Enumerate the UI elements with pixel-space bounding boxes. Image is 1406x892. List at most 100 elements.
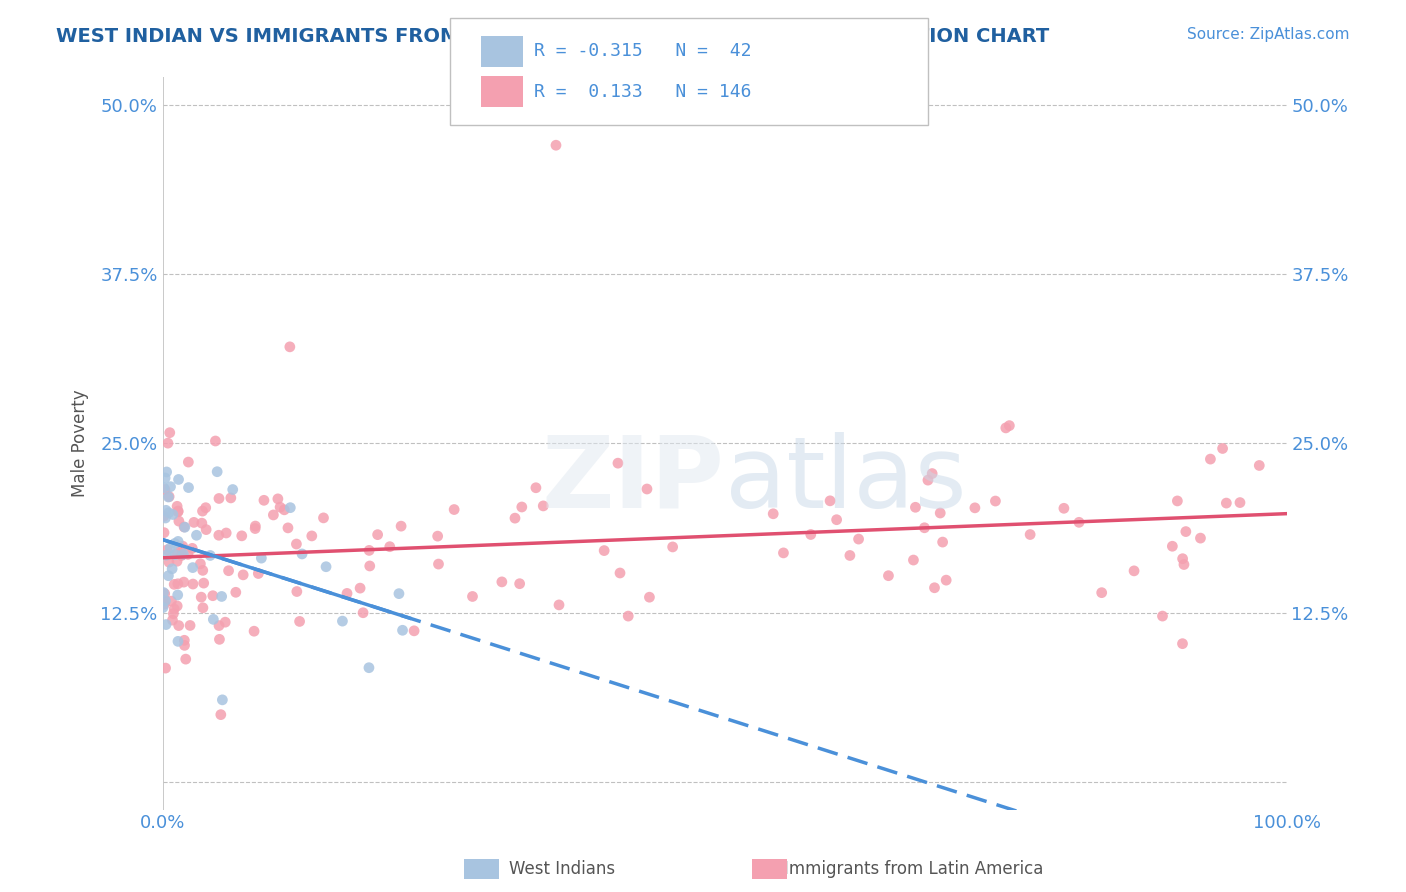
Point <box>177 481 200 495</box>
Point <box>247 566 270 581</box>
Point <box>162 613 184 627</box>
Point <box>1019 527 1042 541</box>
Point <box>157 506 180 520</box>
Point <box>167 634 190 648</box>
Point <box>155 617 177 632</box>
Point <box>931 535 953 549</box>
Text: Immigrants from Latin America: Immigrants from Latin America <box>785 860 1043 878</box>
Point <box>190 557 212 571</box>
Point <box>278 340 301 354</box>
Point <box>222 483 245 497</box>
Point <box>225 585 247 599</box>
Point <box>159 480 181 494</box>
Point <box>312 511 335 525</box>
Point <box>269 500 291 515</box>
Point <box>427 557 450 571</box>
Point <box>426 529 449 543</box>
Point <box>218 564 240 578</box>
Point <box>200 549 222 563</box>
Point <box>984 494 1007 508</box>
Point <box>211 693 233 707</box>
Point <box>277 521 299 535</box>
Point <box>201 589 224 603</box>
Point <box>157 568 180 582</box>
Point <box>157 555 180 569</box>
Text: WEST INDIAN VS IMMIGRANTS FROM LATIN AMERICA MALE POVERTY CORRELATION CHART: WEST INDIAN VS IMMIGRANTS FROM LATIN AME… <box>56 27 1049 45</box>
Point <box>173 520 195 534</box>
Point <box>159 541 181 555</box>
Point <box>273 503 295 517</box>
Point <box>177 547 200 561</box>
Point <box>156 542 179 557</box>
Point <box>191 563 214 577</box>
Point <box>155 548 177 562</box>
Point <box>443 502 465 516</box>
Point <box>193 576 215 591</box>
Point <box>205 465 228 479</box>
Point <box>491 574 513 589</box>
Text: R =  0.133   N = 146: R = 0.133 N = 146 <box>534 83 752 101</box>
Point <box>162 607 184 621</box>
Point <box>167 473 190 487</box>
Point <box>209 707 232 722</box>
Point <box>156 436 179 450</box>
Point <box>617 609 640 624</box>
Point <box>153 597 176 611</box>
Point <box>179 618 201 632</box>
Point <box>191 516 214 531</box>
Point <box>174 652 197 666</box>
Point <box>994 421 1017 435</box>
Point <box>181 560 204 574</box>
Point <box>1212 442 1234 456</box>
Point <box>243 522 266 536</box>
Point <box>848 532 870 546</box>
Point <box>208 528 231 542</box>
Point <box>157 490 180 504</box>
Point <box>231 529 253 543</box>
Point <box>250 551 273 566</box>
Point <box>593 543 616 558</box>
Point <box>173 633 195 648</box>
Point <box>166 554 188 568</box>
Point <box>359 543 381 558</box>
Point <box>152 481 174 495</box>
Point <box>917 473 939 487</box>
Point <box>245 519 267 533</box>
Point <box>167 618 190 632</box>
Point <box>214 615 236 629</box>
Point <box>288 615 311 629</box>
Point <box>153 525 176 540</box>
Point <box>389 519 412 533</box>
Point <box>963 500 986 515</box>
Point <box>825 513 848 527</box>
Point <box>167 514 190 528</box>
Point <box>503 511 526 525</box>
Point <box>349 581 371 595</box>
Point <box>818 493 841 508</box>
Point <box>191 504 214 518</box>
Point <box>378 540 401 554</box>
Point <box>152 585 174 599</box>
Point <box>166 588 188 602</box>
Point <box>166 547 188 561</box>
Point <box>157 490 180 504</box>
Point <box>838 549 860 563</box>
Point <box>1173 558 1195 572</box>
Point <box>202 612 225 626</box>
Point <box>404 624 426 638</box>
Point <box>332 614 354 628</box>
Point <box>183 516 205 530</box>
Point <box>166 599 188 613</box>
Point <box>208 632 231 647</box>
Point <box>173 520 195 534</box>
Point <box>278 500 301 515</box>
Point <box>315 559 337 574</box>
Point <box>935 573 957 587</box>
Point <box>1152 609 1174 624</box>
Point <box>772 546 794 560</box>
Point <box>762 507 785 521</box>
Point <box>163 577 186 591</box>
Point <box>1171 551 1194 566</box>
Point <box>638 591 661 605</box>
Point <box>531 499 554 513</box>
